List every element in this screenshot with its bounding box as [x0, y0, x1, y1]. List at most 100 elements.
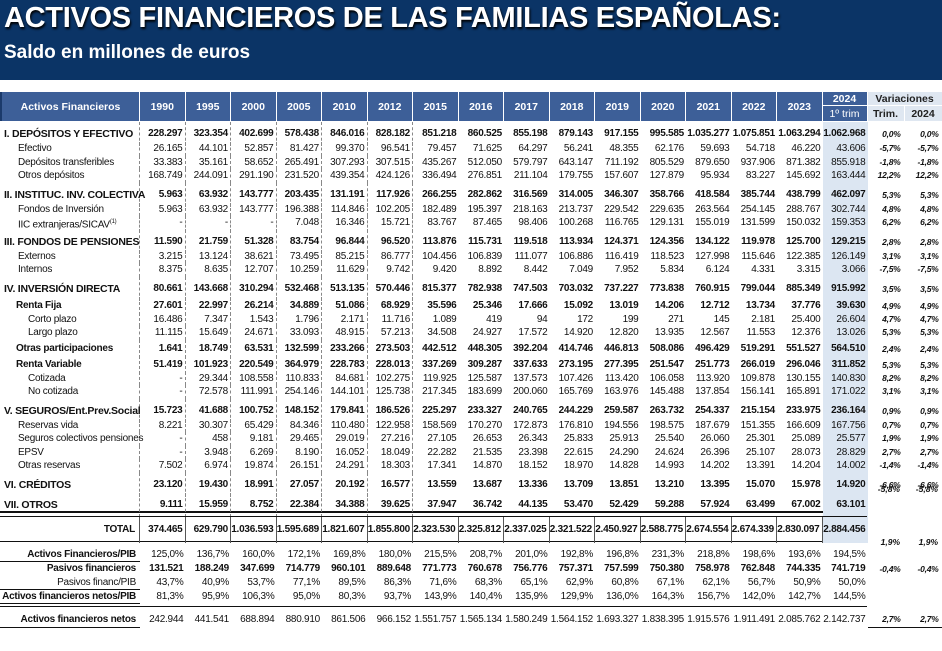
cell-value: -	[140, 385, 186, 399]
cell-value: 24.927	[472, 327, 502, 338]
cell-value: 579.797	[513, 156, 548, 168]
cell-value: 196.388	[277, 202, 322, 216]
total-value: 1.036.593	[231, 517, 277, 543]
cell-value: 198.575	[649, 419, 685, 431]
cell-value: 14.870	[472, 460, 502, 471]
summary-value: 56,7%	[731, 576, 777, 590]
variation-year: -0,4%	[917, 564, 939, 574]
cell-value: 15.070	[745, 478, 775, 490]
total-value: 1.595.689	[277, 517, 322, 543]
row-label: I. DEPÓSITOS Y EFECTIVO	[0, 122, 140, 146]
summary-value: 50,0%	[822, 576, 868, 590]
cell-value: 36.742	[472, 498, 502, 510]
cell-value: 83.767	[427, 217, 457, 228]
cell-value: 27.601	[140, 296, 186, 315]
cell-value: 244.091	[186, 169, 231, 183]
cell-value: 439.354	[322, 169, 368, 183]
cell-value: 513.135	[322, 276, 368, 301]
cell-value: 22.997	[186, 296, 231, 315]
cell-value: 302.744	[822, 202, 868, 216]
cell-value: 145.692	[786, 170, 821, 181]
cell-value: 18.152	[518, 460, 548, 471]
cell-value: 33.093	[277, 326, 322, 340]
cell-value: 16.346	[322, 216, 368, 232]
cell-value: 211.104	[513, 170, 548, 181]
table-row: Cotizada -29.344 108.558 110.833 84.681 102.2…	[0, 371, 942, 385]
row-label: Cotizada	[0, 371, 140, 385]
summary-value: 142,7%	[777, 590, 823, 604]
cell-value: 254.146	[277, 385, 322, 399]
cell-value: 111.991	[231, 385, 277, 399]
cell-value: 9.181	[231, 432, 277, 446]
cell-value: 13.019	[609, 299, 639, 311]
cell-value: 855.918	[822, 155, 868, 169]
total-variation-trim: 1,9%	[880, 537, 900, 547]
cell-value: 551.527	[786, 342, 821, 354]
summary-value: 1.838.395	[640, 611, 686, 628]
cell-value: 277.395	[604, 358, 639, 370]
cell-value: 11.716	[368, 312, 413, 326]
cell-value: 337.633	[513, 358, 548, 370]
cell-value: -	[140, 432, 186, 446]
cell-value: 132.599	[277, 339, 322, 358]
cell-value: 296.046	[786, 358, 821, 370]
summary-value: 144,5%	[822, 590, 868, 604]
cell-value: 144.101	[322, 385, 368, 399]
cell-value: 124.371	[604, 235, 639, 247]
cell-value: 229.542	[604, 203, 639, 215]
cell-value: 782.938	[467, 282, 503, 294]
cell-value: 7.347	[186, 312, 231, 326]
cell-value: 106.058	[649, 372, 685, 384]
cell-value: 3.948	[186, 445, 231, 459]
summary-value: 242.944	[140, 611, 186, 628]
cell-value: 815.377	[422, 282, 457, 294]
variation-year: -7,5%	[917, 264, 939, 274]
cell-value: 855.198	[513, 128, 548, 139]
cell-value: 233.327	[467, 404, 503, 416]
cell-value: 148.152	[277, 398, 322, 423]
cell-value: 5.963	[140, 182, 186, 207]
variation-trim: 0,0%	[882, 129, 901, 139]
summary-value: 966.152	[367, 611, 413, 628]
table-row: IIC extranjeras/SICAV(1) - - -7.048 16.346 15…	[0, 216, 942, 232]
cell-value: 137.573	[513, 372, 548, 384]
total-variation-var: 1,9%	[918, 537, 938, 547]
table-row: EPSV -3.948 6.269 8.190 16.052 18.049 22.282 21…	[0, 445, 942, 459]
cell-value: 773.838	[649, 282, 685, 294]
cell-value: 25.301	[745, 433, 775, 444]
cell-value: 14.204	[791, 460, 821, 471]
cell-value: 140.830	[822, 371, 868, 385]
cell-value: 109.878	[740, 372, 776, 384]
cell-value: 24.290	[609, 446, 639, 458]
summary-value: 80,3%	[322, 590, 368, 604]
cell-value: 5.834	[660, 264, 684, 275]
table-row: Depósitos transferibles 33.383 35.161 58.65…	[0, 155, 942, 169]
cell-value: 110.833	[277, 371, 322, 385]
row-label: II. INSTITUC. INV. COLECTIVA	[0, 182, 145, 207]
summary-label: Activos financieros netos	[20, 614, 137, 625]
cell-value: 11.590	[140, 229, 186, 254]
cell-value: 9.742	[368, 263, 413, 277]
cell-value: 163.976	[604, 386, 639, 397]
cell-value: -	[140, 216, 186, 232]
cell-value: 26.604	[822, 312, 868, 326]
variation-trim: 4,7%	[882, 313, 901, 324]
header-year: 2017	[504, 92, 550, 121]
row-label: EPSV	[0, 445, 140, 459]
row-label: VI. CRÉDITOS	[0, 472, 140, 497]
variation-trim: -6,6%	[879, 479, 901, 490]
row-label: IIC extranjeras/SICAV(1)	[0, 216, 140, 232]
summary-value: 208,7%	[458, 548, 504, 562]
table-row: I. DEPÓSITOS Y EFECTIVO 228.297 323.354 402…	[0, 122, 942, 146]
cell-value: 233.975	[786, 404, 821, 416]
cell-value: 37.947	[427, 498, 457, 510]
total-label: TOTAL	[0, 517, 140, 543]
cell-value: 25.107	[745, 446, 775, 458]
table-row: Externos 3.215 13.124 38.621 73.495 85.215 86.…	[0, 249, 942, 263]
cell-value: 171.022	[822, 385, 868, 399]
cell-value: 15.721	[368, 216, 413, 232]
cell-value: 19.874	[231, 459, 277, 473]
table-row: V. SEGUROS/Ent.Prev.Social 15.723 41.688 10…	[0, 398, 942, 423]
cell-value: 6.124	[705, 264, 730, 275]
table-row: II. INSTITUC. INV. COLECTIVA 5.963 63.932 1…	[0, 182, 942, 207]
